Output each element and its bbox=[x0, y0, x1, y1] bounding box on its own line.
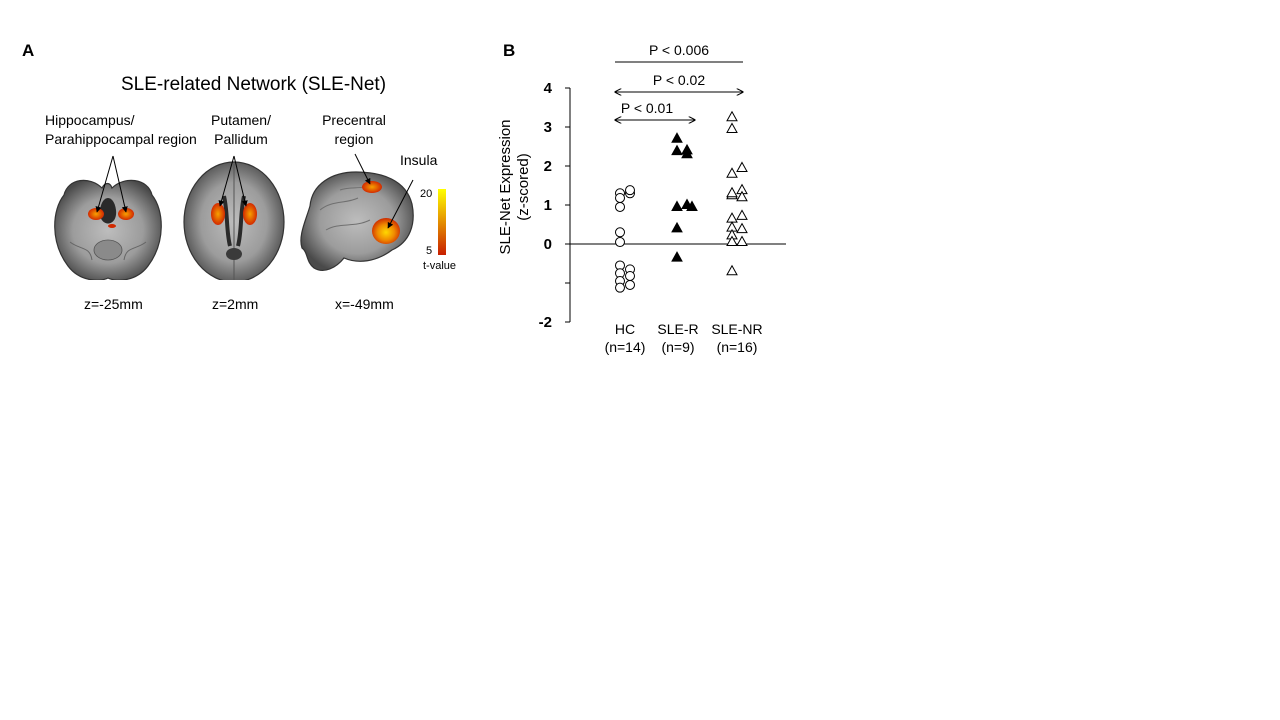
chart-axes bbox=[565, 87, 786, 323]
data-point-triangle-open bbox=[726, 186, 738, 198]
data-point-triangle-open bbox=[726, 110, 738, 122]
data-point-triangle-open bbox=[726, 235, 738, 247]
region-label-putamen: Putamen/ Pallidum bbox=[205, 111, 277, 149]
slice-label-axial-mid: z=2mm bbox=[212, 296, 259, 312]
region-arrows bbox=[95, 153, 414, 229]
data-point-triangle-open bbox=[726, 167, 738, 178]
region-label-hippocampus-line1: Hippocampus/ bbox=[45, 112, 135, 128]
y-axis-label: (z-scored) bbox=[515, 153, 532, 221]
significance-label: P < 0.01 bbox=[621, 100, 674, 116]
data-point-triangle-filled bbox=[681, 147, 693, 159]
data-point-circle bbox=[615, 201, 625, 212]
data-point-triangle-open bbox=[736, 190, 748, 202]
data-point-triangle-open bbox=[736, 161, 748, 172]
significance-label: P < 0.006 bbox=[649, 42, 709, 58]
data-point-triangle-filled bbox=[671, 144, 683, 156]
x-category-label: SLE-R bbox=[657, 321, 698, 337]
region-label-hippocampus: Hippocampus/ Parahippocampal region bbox=[45, 111, 197, 149]
scatter-chart: 4 3 2 1 0 -2 SLE-Net Expression (z-scored) HC (n=… bbox=[497, 42, 786, 355]
data-point-circle bbox=[625, 279, 635, 290]
chart-labels: 4 3 2 1 0 -2 SLE-Net Expression (z-scored) HC (n=… bbox=[497, 42, 763, 355]
y-tick-label: 1 bbox=[544, 197, 552, 214]
colorbar-max-label: 20 bbox=[420, 188, 433, 200]
y-tick-label: -2 bbox=[539, 314, 552, 331]
data-point-triangle-filled bbox=[671, 221, 683, 233]
region-label-hippocampus-line2: Parahippocampal region bbox=[45, 131, 197, 147]
region-label-putamen-line1: Putamen/ bbox=[211, 112, 271, 128]
data-point-circle bbox=[615, 282, 625, 293]
tvalue-colorbar bbox=[438, 189, 446, 255]
significance-brackets bbox=[615, 61, 743, 120]
region-label-insula: Insula bbox=[400, 152, 438, 168]
data-point-triangle-open bbox=[726, 212, 738, 223]
data-point-triangle-filled bbox=[671, 132, 683, 143]
region-label-precentral: Precentral region bbox=[316, 111, 392, 149]
data-point-circle bbox=[625, 185, 635, 196]
panel-a-title: SLE-related Network (SLE-Net) bbox=[121, 74, 387, 95]
data-point-triangle-open bbox=[736, 235, 748, 247]
y-tick-label: 0 bbox=[544, 236, 552, 253]
data-point-circle bbox=[625, 270, 635, 281]
region-label-precentral-line2: region bbox=[334, 131, 374, 147]
significance-label: P < 0.02 bbox=[653, 72, 706, 88]
brain-slice-axial-mid bbox=[183, 161, 285, 280]
chart-points bbox=[615, 110, 748, 293]
slice-label-sagittal: x=-49mm bbox=[335, 296, 394, 312]
y-tick-label: 4 bbox=[544, 80, 553, 97]
data-point-triangle-filled bbox=[686, 200, 698, 211]
x-category-label: HC bbox=[615, 321, 635, 337]
panel-a-letter: A bbox=[22, 41, 35, 60]
data-point-triangle-filled bbox=[671, 251, 683, 262]
y-tick-label: 2 bbox=[544, 158, 552, 175]
data-point-circle bbox=[615, 192, 625, 203]
y-axis-label: SLE-Net Expression bbox=[497, 119, 514, 254]
y-tick-label: 3 bbox=[544, 119, 552, 136]
data-point-triangle-open bbox=[736, 209, 748, 220]
region-label-putamen-line2: Pallidum bbox=[214, 131, 268, 147]
region-label-precentral-line1: Precentral bbox=[322, 112, 386, 128]
x-category-count: (n=14) bbox=[605, 339, 646, 355]
x-category-count: (n=9) bbox=[661, 339, 694, 355]
brain-slice-axial-low bbox=[54, 179, 162, 280]
colorbar-min-label: 5 bbox=[426, 245, 433, 257]
data-point-triangle-open bbox=[726, 264, 738, 276]
brain-slice-sagittal bbox=[300, 171, 414, 271]
x-category-label: SLE-NR bbox=[711, 321, 762, 337]
data-point-circle bbox=[615, 237, 625, 248]
data-point-triangle-filled bbox=[671, 200, 683, 211]
colorbar-unit-label: t-value bbox=[423, 260, 457, 272]
brain-slices bbox=[54, 153, 414, 280]
panel-b-letter: B bbox=[503, 41, 516, 60]
x-category-count: (n=16) bbox=[717, 339, 758, 355]
slice-label-axial-low: z=-25mm bbox=[84, 296, 143, 312]
data-point-triangle-open bbox=[726, 122, 738, 133]
data-point-triangle-open bbox=[736, 222, 748, 234]
data-point-circle bbox=[615, 227, 625, 238]
